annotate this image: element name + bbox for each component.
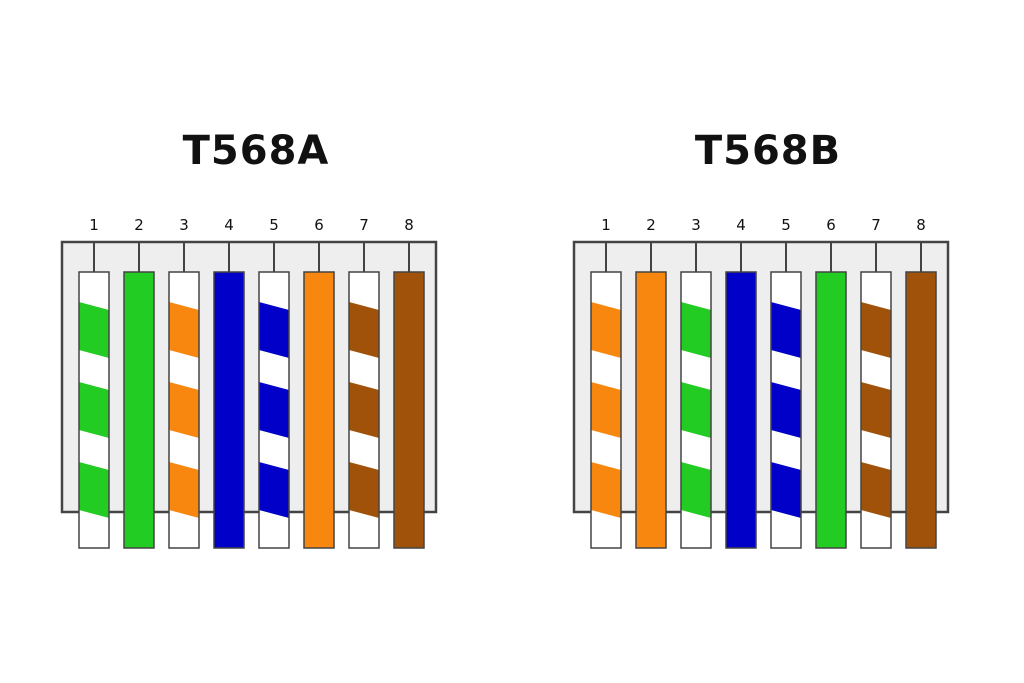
t568b-connector: 1 2 3 4 5 6 7 8 (572, 216, 950, 549)
wire-7 (860, 271, 892, 549)
t568a-connector: 1 2 3 4 5 6 7 8 (60, 216, 438, 549)
pin-label-6: 6 (826, 216, 836, 234)
pin-label-5: 5 (269, 216, 279, 234)
wire-3 (680, 271, 712, 549)
wire-2 (635, 271, 667, 549)
t568a-diagram: T568A 1 2 3 4 5 6 7 8 (60, 128, 438, 549)
pin-label-2: 2 (134, 216, 144, 234)
t568a-title: T568A (182, 128, 330, 174)
pin-label-3: 3 (691, 216, 701, 234)
wire-6 (815, 271, 847, 549)
wire-5 (258, 271, 290, 549)
pin-label-7: 7 (871, 216, 881, 234)
t568b-housing (572, 240, 950, 514)
pin-label-4: 4 (736, 216, 746, 234)
wire-3 (168, 271, 200, 549)
wire-8 (393, 271, 425, 549)
t568b-diagram: T568B 1 2 3 4 5 6 7 8 (512, 0, 1024, 683)
wire-4 (213, 271, 245, 549)
pin-label-1: 1 (89, 216, 99, 234)
t568b-title: T568B (694, 128, 842, 174)
pin-label-1: 1 (601, 216, 611, 234)
pin-label-7: 7 (359, 216, 369, 234)
wire-7 (348, 271, 380, 549)
wire-4 (725, 271, 757, 549)
wire-8 (905, 271, 937, 549)
t568a-housing (60, 240, 438, 514)
wire-1 (590, 271, 622, 549)
wire-1 (78, 271, 110, 549)
wire-5 (770, 271, 802, 549)
pin-label-6: 6 (314, 216, 324, 234)
pin-label-8: 8 (916, 216, 926, 234)
pin-label-3: 3 (179, 216, 189, 234)
wire-6 (303, 271, 335, 549)
wire-2 (123, 271, 155, 549)
pin-label-8: 8 (404, 216, 414, 234)
pin-label-2: 2 (646, 216, 656, 234)
pin-label-5: 5 (781, 216, 791, 234)
pin-label-4: 4 (224, 216, 234, 234)
